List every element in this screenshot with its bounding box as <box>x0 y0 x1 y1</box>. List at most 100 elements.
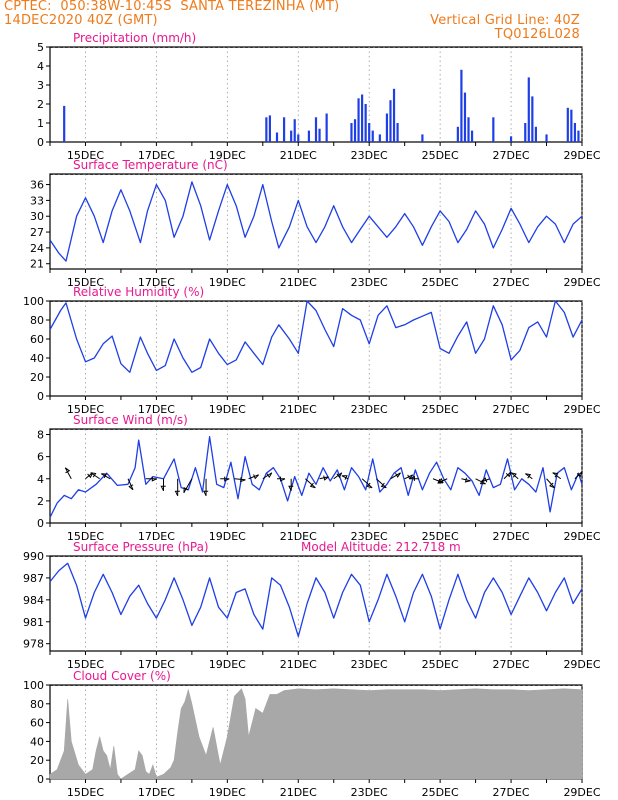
x-tick-label: 27DEC <box>493 658 530 671</box>
header-line1: CPTEC: 050:38W-10:45S SANTA TEREZINHA (M… <box>4 0 340 14</box>
series-line <box>49 300 583 373</box>
precip-bar <box>421 134 424 142</box>
panel-1: Precipitation (mm/h) 0 1 2 3 4 5 15DEC 17DEC 19DE… <box>37 31 601 162</box>
precip-bar <box>371 130 374 142</box>
precip-bar <box>492 117 495 142</box>
x-tick-label: 25DEC <box>422 786 459 799</box>
series-line <box>49 562 583 638</box>
precip-bar <box>396 123 399 142</box>
precip-bar <box>531 96 534 142</box>
precip-bar <box>570 109 573 142</box>
x-tick-label: 19DEC <box>209 530 246 543</box>
y-tick-label: 978 <box>23 638 44 651</box>
wind-arrowhead <box>407 474 414 480</box>
y-tick-label: 6 <box>37 451 44 464</box>
x-tick-label: 17DEC <box>138 276 175 289</box>
wind-arrowhead <box>409 475 415 481</box>
panel-4: Surface Wind (m/s) 0 2 4 6 8 15DEC 17DEC 19DEC 21… <box>37 413 601 543</box>
y-tick-label: 20 <box>30 754 44 767</box>
series-line <box>49 181 583 262</box>
y-tick-label: 40 <box>30 352 44 365</box>
wind-arrowhead <box>552 472 559 478</box>
precip-bar <box>350 123 353 142</box>
wind-arrowhead <box>151 476 158 482</box>
x-tick-label: 15DEC <box>67 276 104 289</box>
x-tick-label: 23DEC <box>351 658 388 671</box>
y-tick-label: 0 <box>37 136 44 149</box>
precip-bar <box>268 115 271 142</box>
x-tick-label: 29DEC <box>563 530 600 543</box>
x-tick-label: 21DEC <box>280 403 317 416</box>
x-tick-label: 23DEC <box>351 149 388 162</box>
x-tick-label: 21DEC <box>280 276 317 289</box>
precip-bar <box>63 105 66 142</box>
y-tick-label: 40 <box>30 735 44 748</box>
wind-vector <box>390 472 401 480</box>
x-tick-label: 23DEC <box>351 276 388 289</box>
precip-bar <box>297 134 300 142</box>
x-tick-label: 29DEC <box>563 149 600 162</box>
y-tick-label: 987 <box>23 572 44 585</box>
panel-frame <box>49 300 583 397</box>
precip-bar <box>527 77 530 142</box>
precip-bar <box>361 94 364 142</box>
y-tick-label: 60 <box>30 717 44 730</box>
header-grid-note: Vertical Grid Line: 40Z <box>430 13 580 28</box>
wind-arrowhead <box>395 472 401 478</box>
wind-arrowhead <box>336 472 343 479</box>
x-tick-label: 29DEC <box>563 786 600 799</box>
panel-title: Surface Wind (m/s) <box>73 413 188 427</box>
wind-arrowhead <box>525 473 532 479</box>
wind-arrowhead <box>341 475 348 480</box>
x-tick-label: 27DEC <box>493 276 530 289</box>
x-tick-label: 23DEC <box>351 403 388 416</box>
precip-bar <box>378 134 381 142</box>
precip-bar <box>534 126 537 142</box>
y-tick-label: 24 <box>30 242 44 255</box>
panel-3: Relative Humidity (%) 0 20 40 60 80 100 15DEC 17… <box>23 285 601 416</box>
y-tick-label: 981 <box>23 616 44 629</box>
panel-2: Surface Temperature (nC) 21 24 27 30 33 36 15DE… <box>30 158 601 289</box>
precip-bar <box>357 98 360 142</box>
precip-bar <box>265 117 268 142</box>
wind-vector <box>361 478 373 489</box>
panel-title: Surface Pressure (hPa) <box>73 540 209 554</box>
y-tick-label: 5 <box>37 41 44 54</box>
wind-vector <box>475 478 486 485</box>
wind-arrowhead <box>437 477 444 484</box>
wind-arrowhead <box>511 472 517 478</box>
x-tick-label: 17DEC <box>138 403 175 416</box>
wind-arrowhead <box>128 484 134 491</box>
y-tick-label: 80 <box>30 314 44 327</box>
panel-title: Surface Temperature (nC) <box>73 158 228 172</box>
wind-arrowhead <box>437 478 444 484</box>
wind-arrowhead <box>481 477 488 483</box>
precip-bar <box>509 136 513 142</box>
precip-bar <box>463 92 467 142</box>
wind-vector <box>305 478 316 489</box>
precip-bar <box>307 130 311 142</box>
x-tick-label: 21DEC <box>280 658 317 671</box>
wind-arrowhead <box>253 474 259 480</box>
wind-arrowhead <box>380 482 387 489</box>
precip-bar <box>275 132 279 142</box>
precip-bar <box>325 113 328 142</box>
y-tick-label: 1 <box>37 117 44 130</box>
wind-arrowhead <box>183 486 189 493</box>
precip-bar <box>368 123 371 142</box>
header-date: 14DEC2020 40Z (GMT) <box>4 13 158 28</box>
y-tick-label: 21 <box>30 258 44 271</box>
wind-vector <box>90 472 100 480</box>
x-tick-label: 23DEC <box>351 530 388 543</box>
y-tick-label: 2 <box>37 495 44 508</box>
x-tick-label: 19DEC <box>209 786 246 799</box>
header-run-code: TQ0126L028 <box>494 27 580 42</box>
y-tick-label: 100 <box>23 295 44 308</box>
x-tick-label: 25DEC <box>422 276 459 289</box>
wind-vector <box>262 472 273 480</box>
wind-arrowhead <box>548 482 555 489</box>
wind-vector <box>552 472 562 480</box>
y-tick-label: 0 <box>37 390 44 403</box>
wind-arrowhead <box>203 490 209 497</box>
x-tick-label: 15DEC <box>67 403 104 416</box>
